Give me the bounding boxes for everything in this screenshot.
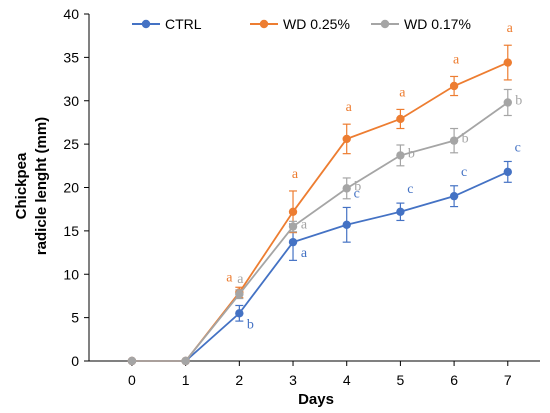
data-point [449,136,459,145]
x-axis-title: Days [298,391,334,408]
x-tick-label: 5 [397,372,405,388]
legend-label: CTRL [165,16,202,32]
y-tick-label: 5 [71,310,79,326]
data-point [503,58,512,67]
series-wd-0-17 [127,88,512,366]
data-point [288,237,298,247]
significance-label: c [354,186,360,201]
axes-layer: 0 5 10 15 20 25 30 35 40 0 1 2 3 4 5 6 7 [63,6,540,388]
y-tick-label: 15 [63,223,79,239]
series-layer [127,44,512,366]
y-tick-label: 20 [63,180,79,196]
x-tick-label: 6 [450,372,458,388]
legend-label: WD 0.25% [283,16,350,32]
significance-label: a [292,167,299,182]
data-point [235,290,244,299]
y-tick-label: 25 [63,136,79,152]
significance-label: a [301,246,308,261]
series-line [131,101,509,362]
series-line [131,61,509,362]
x-tick-label: 7 [504,372,512,388]
significance-label: a [301,218,308,233]
x-tick-label: 3 [289,372,297,388]
legend-label: WD 0.17% [404,16,471,32]
legend: CTRL WD 0.25% WD 0.17% [132,16,471,32]
data-point [503,167,512,177]
legend-marker [259,19,269,29]
data-point [396,151,405,160]
legend-item: CTRL [132,16,202,32]
data-point [288,222,298,231]
data-point [342,220,351,230]
significance-label: b [408,146,415,161]
data-point [127,356,137,366]
data-point [288,207,298,216]
legend-marker [380,19,390,29]
x-tick-label: 4 [343,372,351,388]
legend-item: WD 0.25% [250,16,350,32]
significance-label: b [354,179,361,194]
legend-marker [141,19,151,29]
series-ctrl [127,160,512,366]
data-point [396,114,405,124]
significance-label: a [226,270,233,285]
significance-label: c [407,182,413,197]
legend-item: WD 0.17% [371,16,471,32]
significance-label: b [247,317,254,332]
data-point [449,81,459,91]
significance-label: a [399,85,406,100]
significance-label: c [461,165,467,180]
y-tick-label: 10 [63,266,79,282]
data-point [503,98,512,107]
data-point [342,134,351,144]
data-point [396,207,405,216]
series-line [131,171,509,362]
x-tick-label: 1 [182,372,190,388]
y-tick-label: 40 [63,6,79,22]
x-tick-label: 2 [235,372,243,388]
significance-label: b [462,132,469,147]
significance-label: a [507,21,514,36]
data-point [449,191,459,201]
data-point [235,309,244,318]
significance-label: a [346,100,353,115]
y-tick-label: 0 [71,353,79,369]
significance-label: a [237,272,244,287]
x-tick-label: 0 [128,372,136,388]
y-axis-title-line-1: Chickpea [13,152,30,219]
significance-label: a [453,52,460,67]
significance-label: b [515,93,522,108]
data-point [342,184,351,193]
y-axis-title-line-2: radicle lenght (mm) [33,117,50,255]
y-tick-label: 35 [63,49,79,65]
data-point [181,356,190,366]
y-tick-label: 30 [63,93,79,109]
significance-label: c [515,140,521,155]
